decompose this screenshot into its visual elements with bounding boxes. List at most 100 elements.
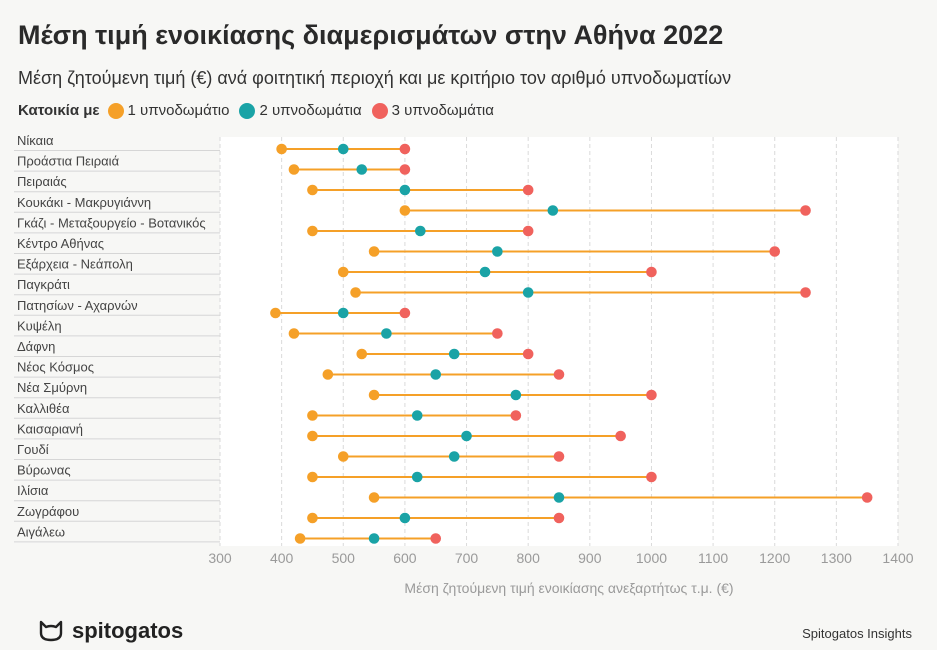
data-point-series-2 — [356, 164, 368, 175]
data-point-series-1 — [307, 430, 318, 442]
x-tick-label: 1300 — [821, 550, 852, 566]
data-point-series-2 — [510, 389, 522, 401]
data-point-series-3 — [510, 410, 522, 421]
data-point-series-3 — [800, 205, 811, 216]
category-label: Κυψέλη — [17, 318, 62, 333]
category-label: Γκάζι - Μεταξουργείο - Βοτανικός — [17, 215, 206, 230]
data-point-series-2 — [553, 492, 565, 503]
data-point-series-1 — [350, 287, 361, 298]
x-tick-label: 300 — [208, 550, 232, 566]
data-point-series-2 — [522, 287, 534, 298]
category-label: Βύρωνας — [17, 463, 71, 478]
x-tick-label: 900 — [578, 550, 602, 566]
data-point-series-3 — [646, 266, 657, 278]
data-point-series-2 — [461, 430, 472, 442]
data-point-series-1 — [307, 184, 318, 196]
data-point-series-2 — [399, 184, 411, 196]
category-label: Καλλιθέα — [17, 401, 70, 416]
x-tick-label: 700 — [455, 550, 479, 566]
category-label: Καισαριανή — [17, 421, 83, 436]
data-point-series-3 — [800, 287, 811, 298]
data-point-series-2 — [430, 369, 442, 380]
data-point-series-2 — [448, 348, 460, 360]
data-point-series-3 — [399, 307, 411, 319]
data-point-series-1 — [307, 225, 318, 237]
x-axis-label: Μέση ζητούμενη τιμή ενοικίασης ανεξαρτήτ… — [404, 580, 733, 596]
data-point-series-1 — [276, 143, 287, 155]
data-point-series-2 — [411, 410, 423, 421]
data-point-series-3 — [615, 430, 626, 442]
data-point-series-1 — [337, 451, 349, 462]
legend-dot-3 — [371, 102, 388, 119]
legend-item-1: 1 υπνοδωμάτιο — [107, 102, 230, 119]
data-point-series-1 — [307, 410, 318, 421]
data-point-series-3 — [553, 512, 565, 524]
legend: Κατοικία με 1 υπνοδωμάτιο 2 υπνοδωμάτια … — [18, 102, 504, 119]
data-point-series-1 — [368, 389, 380, 401]
data-point-series-3 — [522, 225, 534, 237]
logo-text: spitogatos — [72, 618, 184, 643]
data-point-series-1 — [368, 492, 380, 503]
x-tick-label: 800 — [517, 550, 541, 566]
data-point-series-1 — [322, 369, 334, 380]
data-point-series-3 — [553, 369, 565, 380]
category-label: Δάφνη — [17, 339, 55, 354]
category-label: Παγκράτι — [17, 277, 70, 292]
category-label: Νέος Κόσμος — [17, 360, 94, 375]
data-point-series-3 — [861, 492, 873, 503]
category-label: Πειραιάς — [17, 174, 67, 189]
data-point-series-1 — [368, 246, 380, 257]
legend-title: Κατοικία με — [18, 102, 100, 119]
x-tick-label: 1200 — [759, 550, 790, 566]
legend-dot-1 — [107, 102, 124, 119]
category-label: Κουκάκι - Μακρυγιάννη — [17, 195, 151, 210]
data-point-series-1 — [399, 205, 411, 216]
data-point-series-3 — [522, 184, 534, 196]
data-point-series-2 — [448, 451, 460, 462]
category-label: Εξάρχεια - Νεάπολη — [17, 257, 133, 272]
legend-dot-2 — [239, 102, 256, 119]
data-point-series-2 — [411, 471, 423, 483]
data-point-series-1 — [294, 533, 306, 544]
plot-area — [220, 137, 898, 546]
legend-item-2: 2 υπνοδωμάτια — [239, 102, 362, 119]
data-point-series-2 — [337, 143, 349, 155]
data-point-series-1 — [356, 348, 368, 360]
legend-label-1: 1 υπνοδωμάτιο — [127, 102, 230, 119]
data-point-series-1 — [288, 328, 300, 339]
data-point-series-3 — [492, 328, 503, 339]
category-label: Κέντρο Αθήνας — [17, 236, 104, 251]
data-point-series-2 — [492, 246, 503, 257]
category-label: Ζωγράφου — [17, 504, 79, 519]
category-label: Γουδί — [17, 442, 49, 457]
category-label: Νίκαια — [17, 133, 54, 148]
footer-credit: Spitogatos Insights — [802, 626, 912, 641]
cat-logo-icon — [39, 620, 63, 642]
x-tick-label: 1100 — [698, 550, 728, 566]
data-point-series-3 — [399, 143, 411, 155]
category-label: Πατησίων - Αχαρνών — [17, 298, 138, 313]
data-point-series-3 — [769, 246, 781, 257]
data-point-series-2 — [381, 328, 392, 339]
category-label: Ιλίσια — [17, 483, 49, 498]
spitogatos-logo: spitogatos — [38, 618, 183, 644]
x-tick-label: 1400 — [882, 550, 913, 566]
category-label: Αιγάλεω — [17, 524, 65, 539]
legend-item-3: 3 υπνοδωμάτια — [371, 102, 494, 119]
legend-label-3: 3 υπνοδωμάτια — [391, 102, 494, 119]
data-point-series-3 — [430, 533, 442, 544]
data-point-series-2 — [415, 225, 426, 237]
data-point-series-2 — [479, 266, 491, 278]
legend-label-2: 2 υπνοδωμάτια — [259, 102, 362, 119]
category-label: Προάστια Πειραιά — [17, 154, 120, 169]
data-point-series-3 — [646, 389, 657, 401]
data-point-series-3 — [553, 451, 565, 462]
data-point-series-2 — [368, 533, 380, 544]
data-point-series-3 — [522, 348, 534, 360]
data-point-series-1 — [307, 512, 318, 524]
data-point-series-1 — [307, 471, 318, 483]
data-point-series-1 — [337, 266, 349, 278]
data-point-series-1 — [270, 307, 281, 319]
data-point-series-1 — [288, 164, 300, 175]
